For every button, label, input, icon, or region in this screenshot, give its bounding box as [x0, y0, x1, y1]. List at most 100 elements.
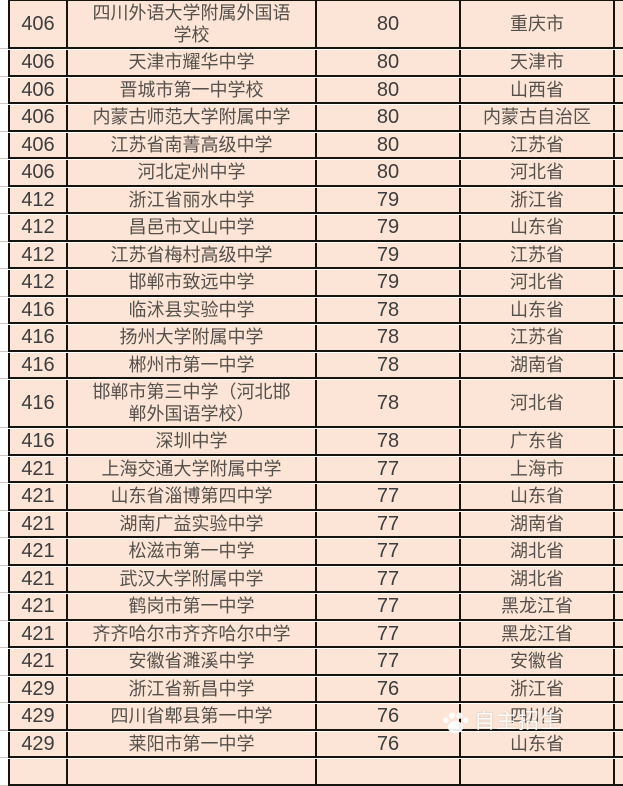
extra-column-cell	[613, 297, 623, 322]
rank-cell: 429	[8, 704, 66, 729]
province-cell	[459, 759, 613, 784]
table-row: 421 鹤岗市第一中学 77 黑龙江省	[0, 594, 623, 621]
table-row: 416 深圳中学 78 广东省	[0, 429, 623, 456]
score-cell: 77	[315, 539, 459, 564]
table-row: 429 四川省郫县第一中学 76 四川省	[0, 704, 623, 731]
score-cell: 78	[315, 429, 459, 454]
school-cell: 内蒙古师范大学附属中学	[66, 105, 315, 130]
score-cell: 79	[315, 187, 459, 212]
school-cell: 莱阳市第一中学	[66, 731, 315, 756]
rank-cell: 416	[8, 352, 66, 377]
rank-cell: 406	[8, 132, 66, 157]
rank-cell: 429	[8, 676, 66, 701]
rank-cell: 416	[8, 297, 66, 322]
table-rows: 406 四川外语大学附属外国语学校 80 重庆市 406 天津市耀华中学 80 …	[0, 0, 623, 758]
table-row: 412 昌邑市文山中学 79 山东省	[0, 215, 623, 242]
school-cell: 齐齐哈尔市齐齐哈尔中学	[66, 621, 315, 646]
extra-column-cell	[613, 352, 623, 377]
rank-cell: 416	[8, 429, 66, 454]
extra-column-cell	[613, 731, 623, 756]
province-cell: 四川省	[459, 704, 613, 729]
province-cell: 内蒙古自治区	[459, 105, 613, 130]
score-cell: 80	[315, 132, 459, 157]
table-row: 406 晋城市第一中学校 80 山西省	[0, 77, 623, 104]
table-row: 421 上海交通大学附属中学 77 上海市	[0, 456, 623, 483]
score-cell: 79	[315, 215, 459, 240]
province-cell: 湖南省	[459, 511, 613, 536]
school-cell: 松滋市第一中学	[66, 539, 315, 564]
school-cell: 晋城市第一中学校	[66, 77, 315, 102]
table-row: 412 浙江省丽水中学 79 浙江省	[0, 187, 623, 214]
rank-cell: 416	[8, 325, 66, 350]
table-row: 416 邯郸市第三中学（河北邯郸外国语学校） 78 河北省	[0, 380, 623, 428]
rank-cell: 406	[8, 160, 66, 185]
rank-cell: 421	[8, 511, 66, 536]
extra-column-cell	[613, 676, 623, 701]
province-cell: 广东省	[459, 429, 613, 454]
province-cell: 山东省	[459, 484, 613, 509]
table-row: 421 齐齐哈尔市齐齐哈尔中学 77 黑龙江省	[0, 621, 623, 648]
extra-column-cell	[613, 242, 623, 267]
province-cell: 湖北省	[459, 539, 613, 564]
table-row: 421 湖南广益实验中学 77 湖南省	[0, 511, 623, 538]
province-cell: 黑龙江省	[459, 621, 613, 646]
score-cell: 77	[315, 649, 459, 674]
rank-cell	[8, 759, 66, 784]
school-cell: 邯郸市第三中学（河北邯郸外国语学校）	[66, 380, 315, 426]
table-row: 421 山东省淄博第四中学 77 山东省	[0, 484, 623, 511]
extra-column-cell	[613, 759, 623, 784]
province-cell: 河北省	[459, 160, 613, 185]
extra-column-cell	[613, 105, 623, 130]
extra-column-cell	[613, 160, 623, 185]
score-cell: 77	[315, 566, 459, 591]
province-cell: 江苏省	[459, 242, 613, 267]
rank-cell: 412	[8, 215, 66, 240]
table-row: 406 天津市耀华中学 80 天津市	[0, 50, 623, 77]
extra-column-cell	[613, 215, 623, 240]
score-cell: 76	[315, 676, 459, 701]
school-cell	[66, 759, 315, 784]
province-cell: 河北省	[459, 270, 613, 295]
table-row: 412 江苏省梅村高级中学 79 江苏省	[0, 242, 623, 269]
rank-cell: 421	[8, 594, 66, 619]
extra-column-cell	[613, 621, 623, 646]
extra-column-cell	[613, 325, 623, 350]
rank-cell: 421	[8, 456, 66, 481]
province-cell: 山东省	[459, 731, 613, 756]
score-cell	[315, 759, 459, 784]
rank-cell: 421	[8, 621, 66, 646]
table-row: 406 四川外语大学附属外国语学校 80 重庆市	[0, 0, 623, 49]
rank-cell: 416	[8, 380, 66, 426]
province-cell: 黑龙江省	[459, 594, 613, 619]
table-row: 406 江苏省南菁高级中学 80 江苏省	[0, 132, 623, 159]
score-cell: 77	[315, 456, 459, 481]
extra-column-cell	[613, 456, 623, 481]
province-cell: 浙江省	[459, 676, 613, 701]
school-cell: 昌邑市文山中学	[66, 215, 315, 240]
province-cell: 山东省	[459, 215, 613, 240]
province-cell: 浙江省	[459, 187, 613, 212]
score-cell: 78	[315, 380, 459, 426]
table-row: 406 河北定州中学 80 河北省	[0, 160, 623, 187]
school-cell: 安徽省濉溪中学	[66, 649, 315, 674]
extra-column-cell	[613, 270, 623, 295]
province-cell: 山西省	[459, 77, 613, 102]
table-row: 416 郴州市第一中学 78 湖南省	[0, 352, 623, 379]
score-cell: 77	[315, 594, 459, 619]
score-cell: 80	[315, 105, 459, 130]
rank-cell: 406	[8, 50, 66, 75]
school-cell: 鹤岗市第一中学	[66, 594, 315, 619]
extra-column-cell	[613, 704, 623, 729]
province-cell: 江苏省	[459, 325, 613, 350]
school-cell: 深圳中学	[66, 429, 315, 454]
school-cell: 郴州市第一中学	[66, 352, 315, 377]
school-cell: 扬州大学附属中学	[66, 325, 315, 350]
score-cell: 80	[315, 50, 459, 75]
table-row: 412 邯郸市致远中学 79 河北省	[0, 270, 623, 297]
extra-column-cell	[613, 566, 623, 591]
rank-cell: 429	[8, 731, 66, 756]
score-cell: 78	[315, 297, 459, 322]
province-cell: 河北省	[459, 380, 613, 426]
